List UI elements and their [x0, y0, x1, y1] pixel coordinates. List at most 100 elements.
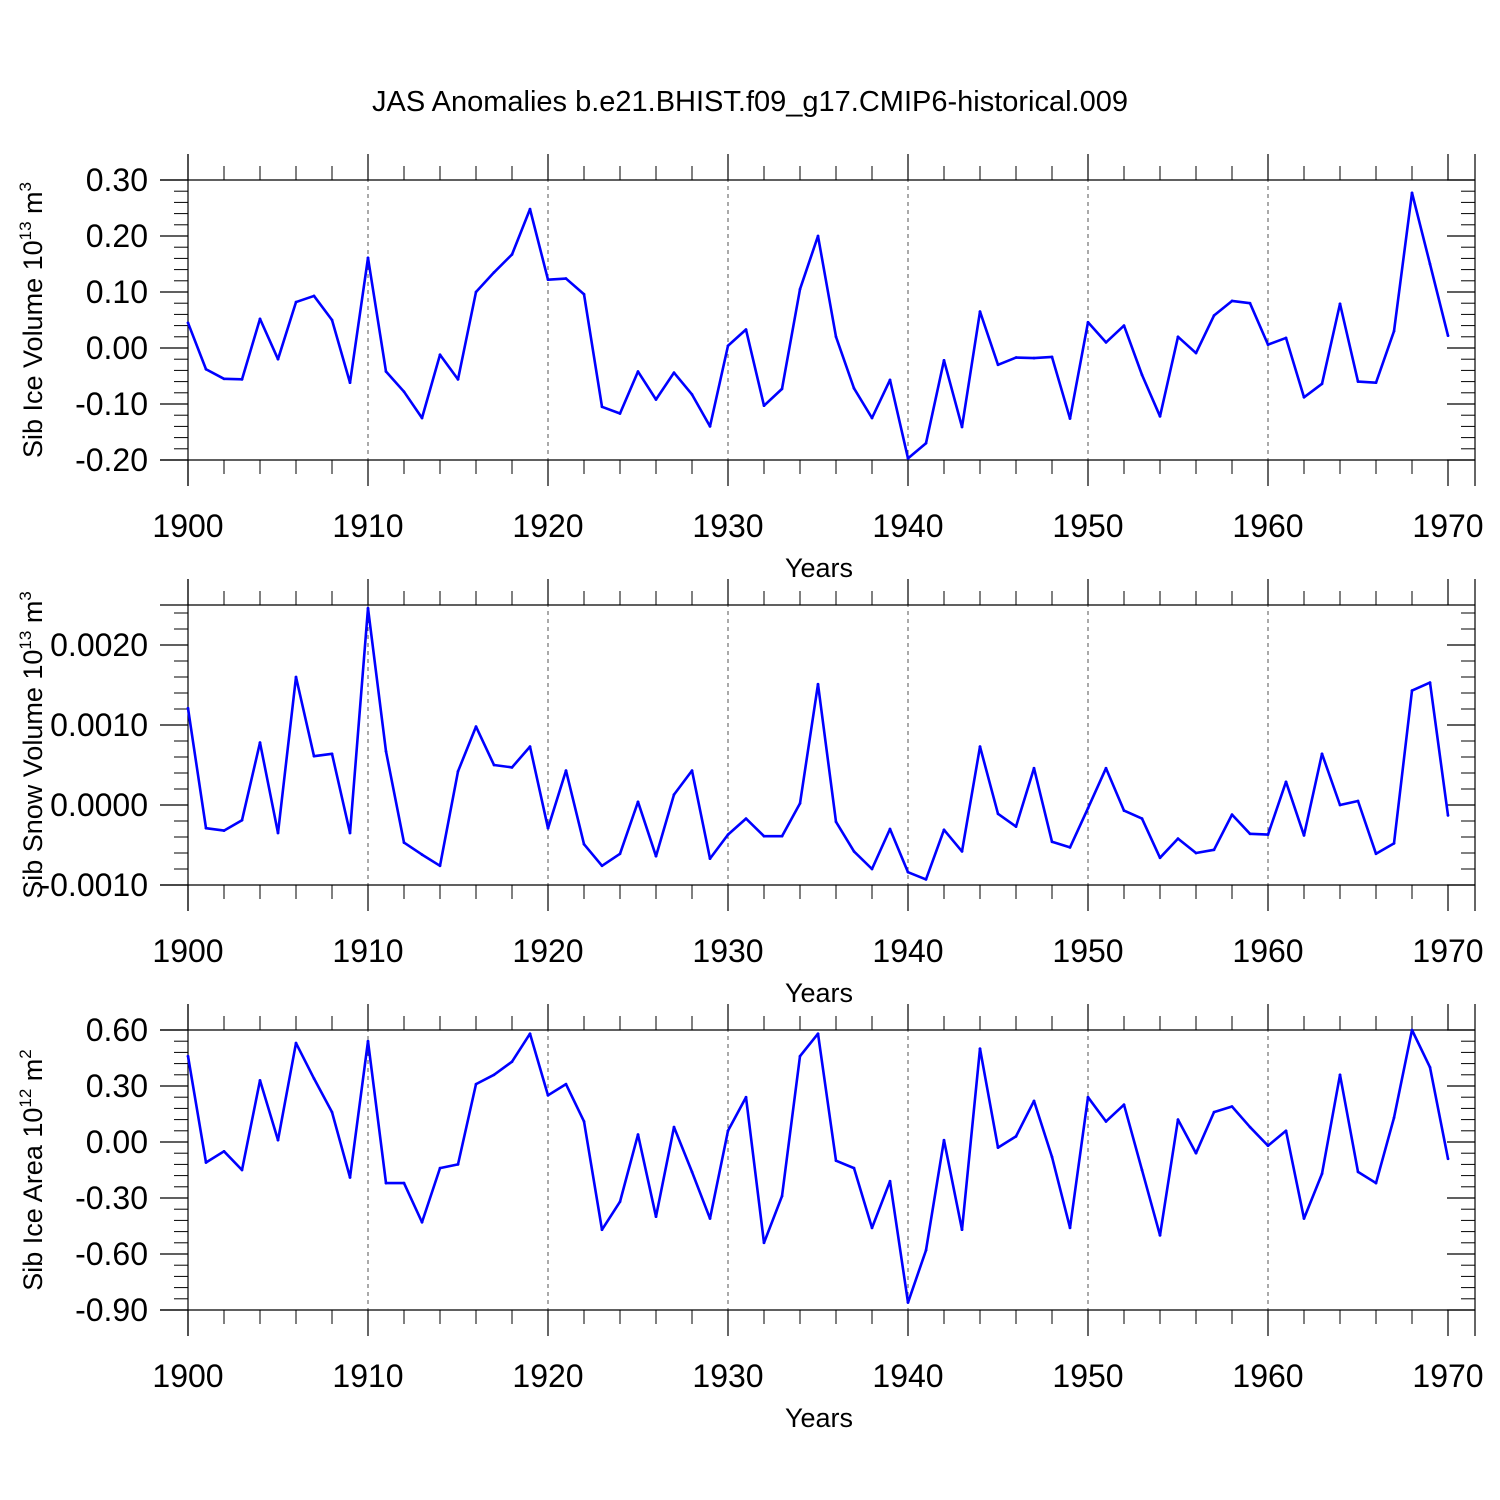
- data-point: [852, 1166, 856, 1170]
- series-segment: [996, 1135, 1018, 1149]
- series-segment: [1356, 799, 1378, 856]
- data-point: [1176, 335, 1180, 339]
- series-line-group: [186, 606, 1450, 881]
- data-point: [294, 300, 298, 304]
- series-segment: [456, 725, 478, 773]
- data-point: [672, 1125, 676, 1129]
- data-point: [798, 1054, 802, 1058]
- series-segment: [636, 800, 658, 858]
- series-segment: [1320, 752, 1342, 807]
- data-point: [618, 1200, 622, 1204]
- series-segment: [1194, 314, 1216, 355]
- series-segment: [708, 1129, 730, 1220]
- data-point: [1374, 1181, 1378, 1185]
- series-segment: [1176, 335, 1198, 355]
- data-point: [726, 1129, 730, 1133]
- data-point: [222, 1150, 226, 1153]
- data-point: [816, 1032, 820, 1036]
- series-segment: [996, 812, 1018, 828]
- series-segment: [924, 828, 946, 881]
- data-point: [276, 831, 280, 835]
- series-segment: [366, 606, 388, 753]
- series-segment: [780, 1054, 802, 1198]
- series-segment: [1176, 1118, 1198, 1155]
- data-point: [420, 853, 424, 856]
- x-tick-label: 1960: [1232, 508, 1303, 544]
- data-point: [276, 1138, 280, 1142]
- data-point: [1032, 766, 1036, 770]
- data-point: [978, 745, 982, 748]
- series-segment: [960, 310, 982, 429]
- series-segment: [204, 1150, 226, 1164]
- series-segment: [510, 1032, 532, 1064]
- x-tick-label: 1950: [1052, 508, 1123, 544]
- data-point: [186, 706, 190, 710]
- x-tick-label: 1930: [692, 1358, 763, 1394]
- series-segment: [582, 842, 604, 868]
- series-segment: [420, 353, 442, 420]
- series-segment: [978, 1047, 1000, 1149]
- series-segment: [546, 277, 568, 281]
- data-point: [870, 867, 874, 871]
- series-segment: [420, 1166, 442, 1224]
- data-point: [186, 1054, 190, 1058]
- data-point: [510, 766, 514, 769]
- data-point: [438, 864, 442, 868]
- data-point: [564, 1082, 568, 1086]
- data-point: [1158, 1234, 1162, 1237]
- data-point: [1302, 395, 1306, 399]
- data-point: [582, 842, 586, 846]
- series-segment: [366, 256, 388, 373]
- series-segment: [1104, 766, 1126, 812]
- series-segment: [1392, 689, 1414, 845]
- data-point: [726, 344, 730, 348]
- data-point: [1194, 351, 1198, 355]
- data-point: [474, 725, 478, 728]
- data-point: [1140, 817, 1144, 820]
- series-segment: [816, 1032, 838, 1162]
- series-segment: [1122, 809, 1144, 820]
- series-segment: [546, 769, 568, 830]
- series-segment: [1158, 335, 1180, 418]
- data-point: [1374, 852, 1378, 856]
- data-point: [1014, 825, 1018, 828]
- series-segment: [294, 675, 316, 758]
- series-segment: [474, 725, 496, 767]
- data-point: [1014, 1135, 1018, 1138]
- data-point: [996, 363, 1000, 367]
- x-axis-label: Years: [785, 978, 853, 1008]
- series-segment: [888, 1179, 910, 1304]
- series-segment: [942, 828, 964, 853]
- y-axis-label: Sib Snow Volume 1013 m3: [16, 591, 48, 899]
- data-point: [834, 1159, 838, 1162]
- series-segment: [1086, 1095, 1108, 1123]
- data-point: [744, 817, 748, 820]
- y-tick-label: 0.00: [86, 1124, 148, 1160]
- series-segment: [942, 359, 964, 429]
- series-segment: [960, 745, 982, 853]
- series-segment: [726, 328, 748, 348]
- data-point: [870, 1226, 874, 1230]
- series-segment: [456, 1082, 478, 1166]
- data-point: [834, 335, 838, 339]
- series-segment: [258, 1079, 280, 1142]
- data-point: [366, 1039, 370, 1043]
- series-segment: [870, 378, 892, 420]
- data-point: [942, 359, 946, 362]
- series-segment: [564, 769, 586, 846]
- series-segment: [888, 827, 910, 874]
- data-point: [330, 752, 334, 756]
- data-point: [600, 405, 604, 409]
- series-segment: [888, 378, 910, 460]
- series-segment: [618, 800, 640, 856]
- data-point: [1050, 840, 1054, 844]
- data-point: [348, 1176, 352, 1179]
- series-segment: [780, 287, 802, 391]
- series-segment: [672, 1125, 694, 1174]
- data-point: [690, 769, 694, 772]
- data-point: [402, 841, 406, 844]
- series-segment: [852, 850, 874, 871]
- data-point: [1212, 1110, 1216, 1114]
- series-segment: [1338, 799, 1360, 807]
- data-point: [420, 1220, 424, 1224]
